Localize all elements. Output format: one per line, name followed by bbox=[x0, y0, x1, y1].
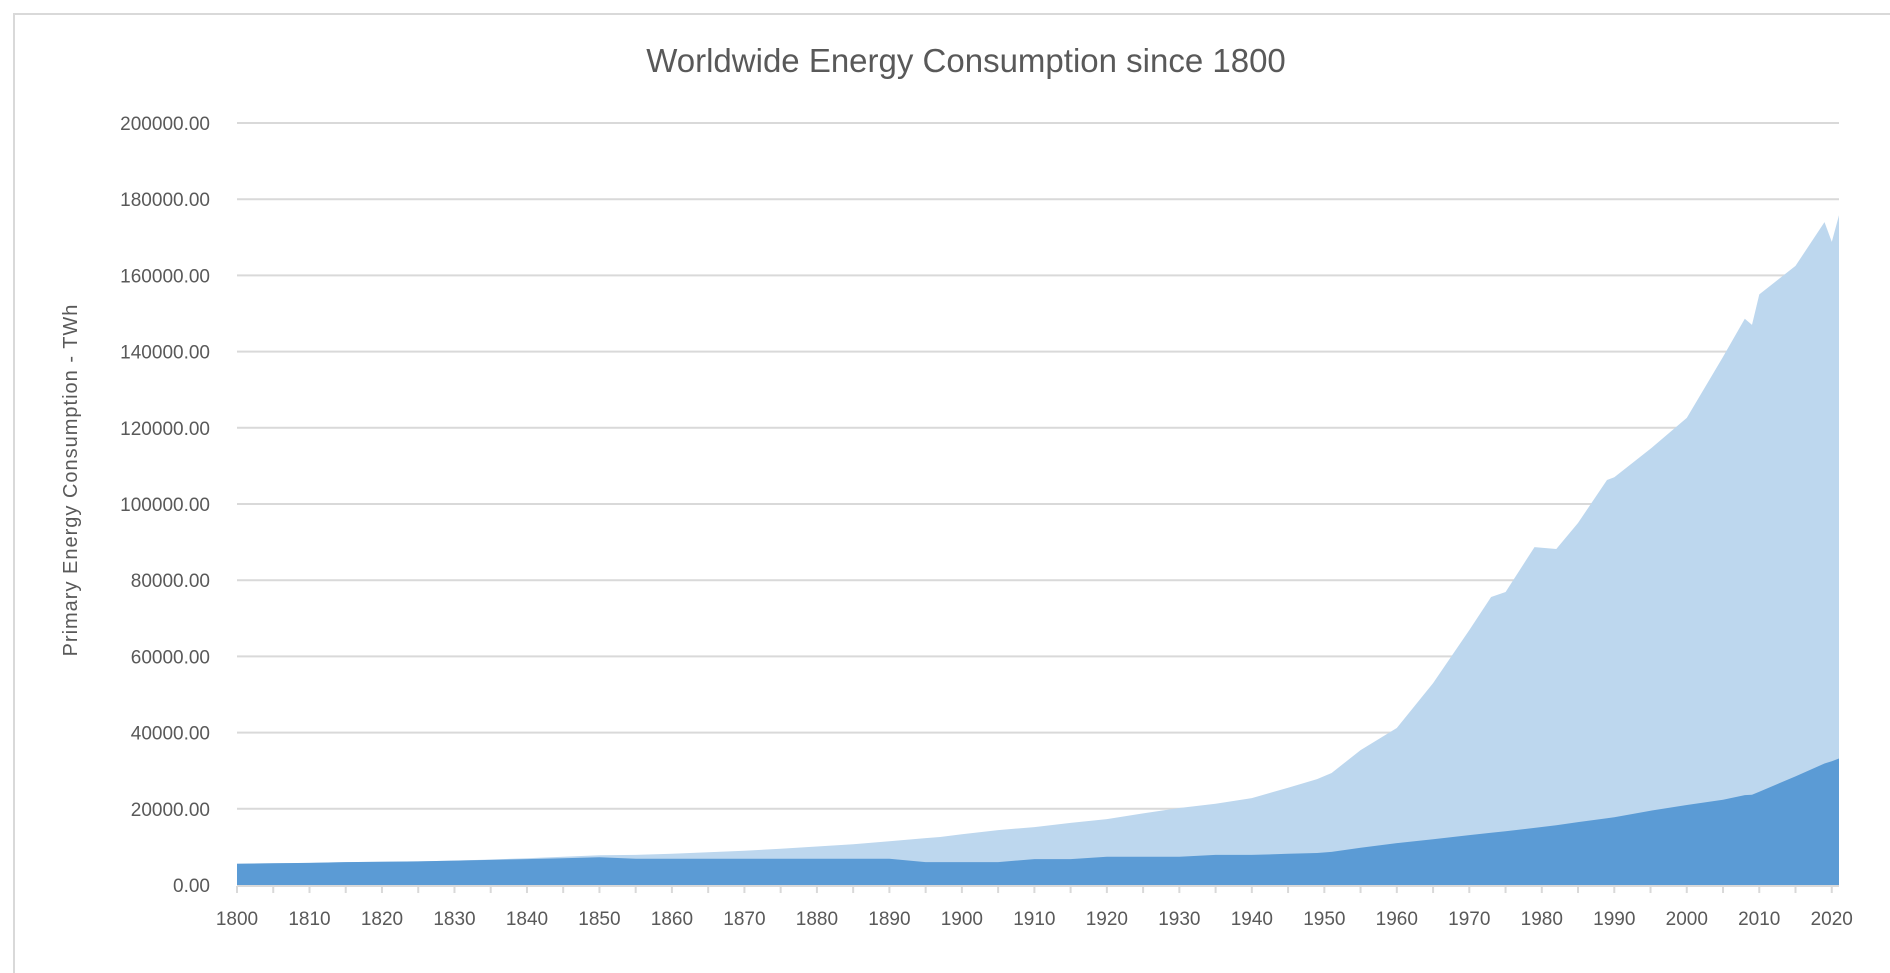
y-tick-label: 60000.00 bbox=[131, 647, 210, 668]
x-tick-label: 1800 bbox=[216, 909, 258, 930]
y-tick-label: 40000.00 bbox=[131, 724, 210, 745]
x-tick-label: 1850 bbox=[578, 909, 620, 930]
y-tick-label: 160000.00 bbox=[120, 266, 210, 287]
x-tick-label: 1860 bbox=[651, 909, 693, 930]
x-tick-label: 1900 bbox=[941, 909, 983, 930]
y-axis-ticks: 0.00 20000.00 40000.00 60000.00 80000.00 1000… bbox=[120, 114, 210, 897]
x-tick-label: 1820 bbox=[361, 909, 403, 930]
chart-title: Worldwide Energy Consumption since 1800 bbox=[646, 42, 1286, 79]
x-tick-label: 1990 bbox=[1593, 909, 1635, 930]
y-tick-label: 140000.00 bbox=[120, 343, 210, 364]
x-tick-label: 1960 bbox=[1376, 909, 1418, 930]
x-tick-label: 1880 bbox=[796, 909, 838, 930]
x-tick-label: 1840 bbox=[506, 909, 548, 930]
y-tick-label: 20000.00 bbox=[131, 800, 210, 821]
y-tick-label: 200000.00 bbox=[120, 114, 210, 135]
x-tick-label: 1950 bbox=[1303, 909, 1345, 930]
x-tick-label: 2000 bbox=[1666, 909, 1708, 930]
x-axis-ticks: 1800 1810 1820 1830 1840 1850 1860 1870 1880 1890… bbox=[216, 909, 1853, 930]
x-tick-label: 1890 bbox=[868, 909, 910, 930]
y-tick-label: 100000.00 bbox=[120, 495, 210, 516]
x-tick-label: 1910 bbox=[1013, 909, 1055, 930]
x-tick-label: 1930 bbox=[1158, 909, 1200, 930]
x-tick-label: 2010 bbox=[1738, 909, 1780, 930]
y-tick-label: 80000.00 bbox=[131, 571, 210, 592]
area-layer bbox=[237, 215, 1839, 885]
x-tick-label: 1980 bbox=[1521, 909, 1563, 930]
x-tick-label: 1940 bbox=[1231, 909, 1273, 930]
y-tick-label: 120000.00 bbox=[120, 419, 210, 440]
x-tick-label: 1920 bbox=[1086, 909, 1128, 930]
chart: Worldwide Energy Consumption since 1800 … bbox=[60, 42, 1853, 930]
y-tick-label: 180000.00 bbox=[120, 190, 210, 211]
x-tick-label: 2020 bbox=[1811, 909, 1853, 930]
x-tick-label: 1970 bbox=[1448, 909, 1490, 930]
lower-area-series bbox=[237, 758, 1839, 885]
x-tick-label: 1830 bbox=[433, 909, 475, 930]
chart-frame bbox=[13, 13, 1890, 973]
upper-area-series bbox=[237, 215, 1839, 885]
x-tick-label: 1870 bbox=[723, 909, 765, 930]
x-axis bbox=[236, 885, 1839, 893]
x-tick-label: 1810 bbox=[288, 909, 330, 930]
y-axis-label: Primary Energy Consumption - TWh bbox=[60, 304, 82, 657]
y-tick-label: 0.00 bbox=[173, 876, 210, 897]
